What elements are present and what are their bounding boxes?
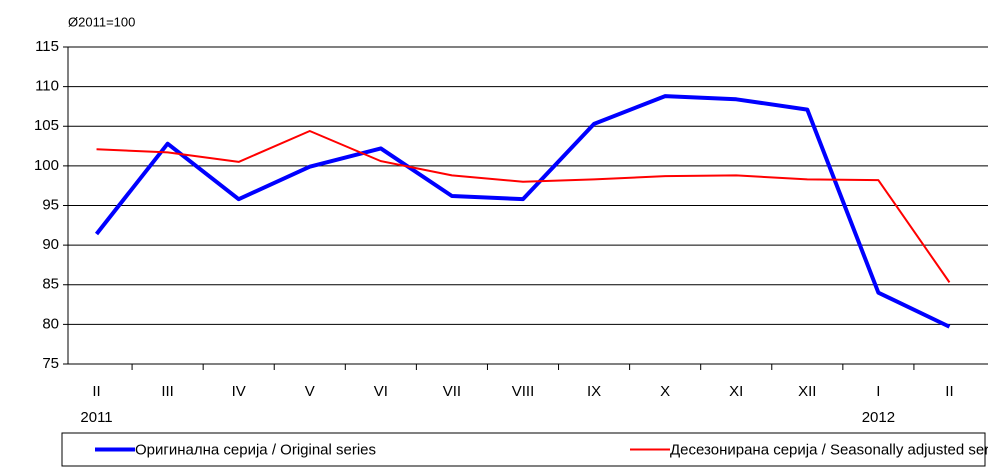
y-tick-label: 85 — [42, 276, 59, 293]
x-tick-label: VI — [374, 383, 388, 400]
x-tick-label: II — [92, 383, 100, 400]
x-tick-label: X — [660, 383, 670, 400]
x-tick-label: VII — [443, 383, 461, 400]
x-tick-label: II — [945, 383, 953, 400]
x-tick-label: V — [305, 383, 315, 400]
y-tick-label: 115 — [35, 38, 59, 55]
y-tick-label: 90 — [42, 236, 59, 253]
legend-label: Десезонирана серија / Seasonally adjuste… — [670, 441, 988, 458]
series-line — [96, 130, 951, 283]
legend-box — [61, 432, 986, 467]
unit-label: Ø2011=100 — [68, 14, 135, 29]
x-tick-label: IV — [232, 383, 246, 400]
y-tick-label: 110 — [35, 78, 59, 95]
y-tick-label: 100 — [34, 157, 59, 174]
year-label: 2012 — [862, 409, 895, 426]
y-tick-label: 80 — [42, 315, 59, 332]
x-tick-label: III — [161, 383, 174, 400]
y-tick-label: 95 — [42, 196, 59, 213]
x-tick-label: I — [876, 383, 880, 400]
year-label: 2011 — [80, 409, 112, 426]
legend-label: Оригинална серија / Original series — [135, 441, 376, 458]
y-tick-label: 105 — [34, 117, 59, 134]
x-tick-label: IX — [587, 383, 601, 400]
series-line — [94, 94, 951, 329]
x-tick-label: XII — [798, 383, 816, 400]
y-tick-label: 75 — [42, 355, 59, 372]
x-tick-label: VIII — [512, 383, 535, 400]
x-tick-label: XI — [729, 383, 743, 400]
